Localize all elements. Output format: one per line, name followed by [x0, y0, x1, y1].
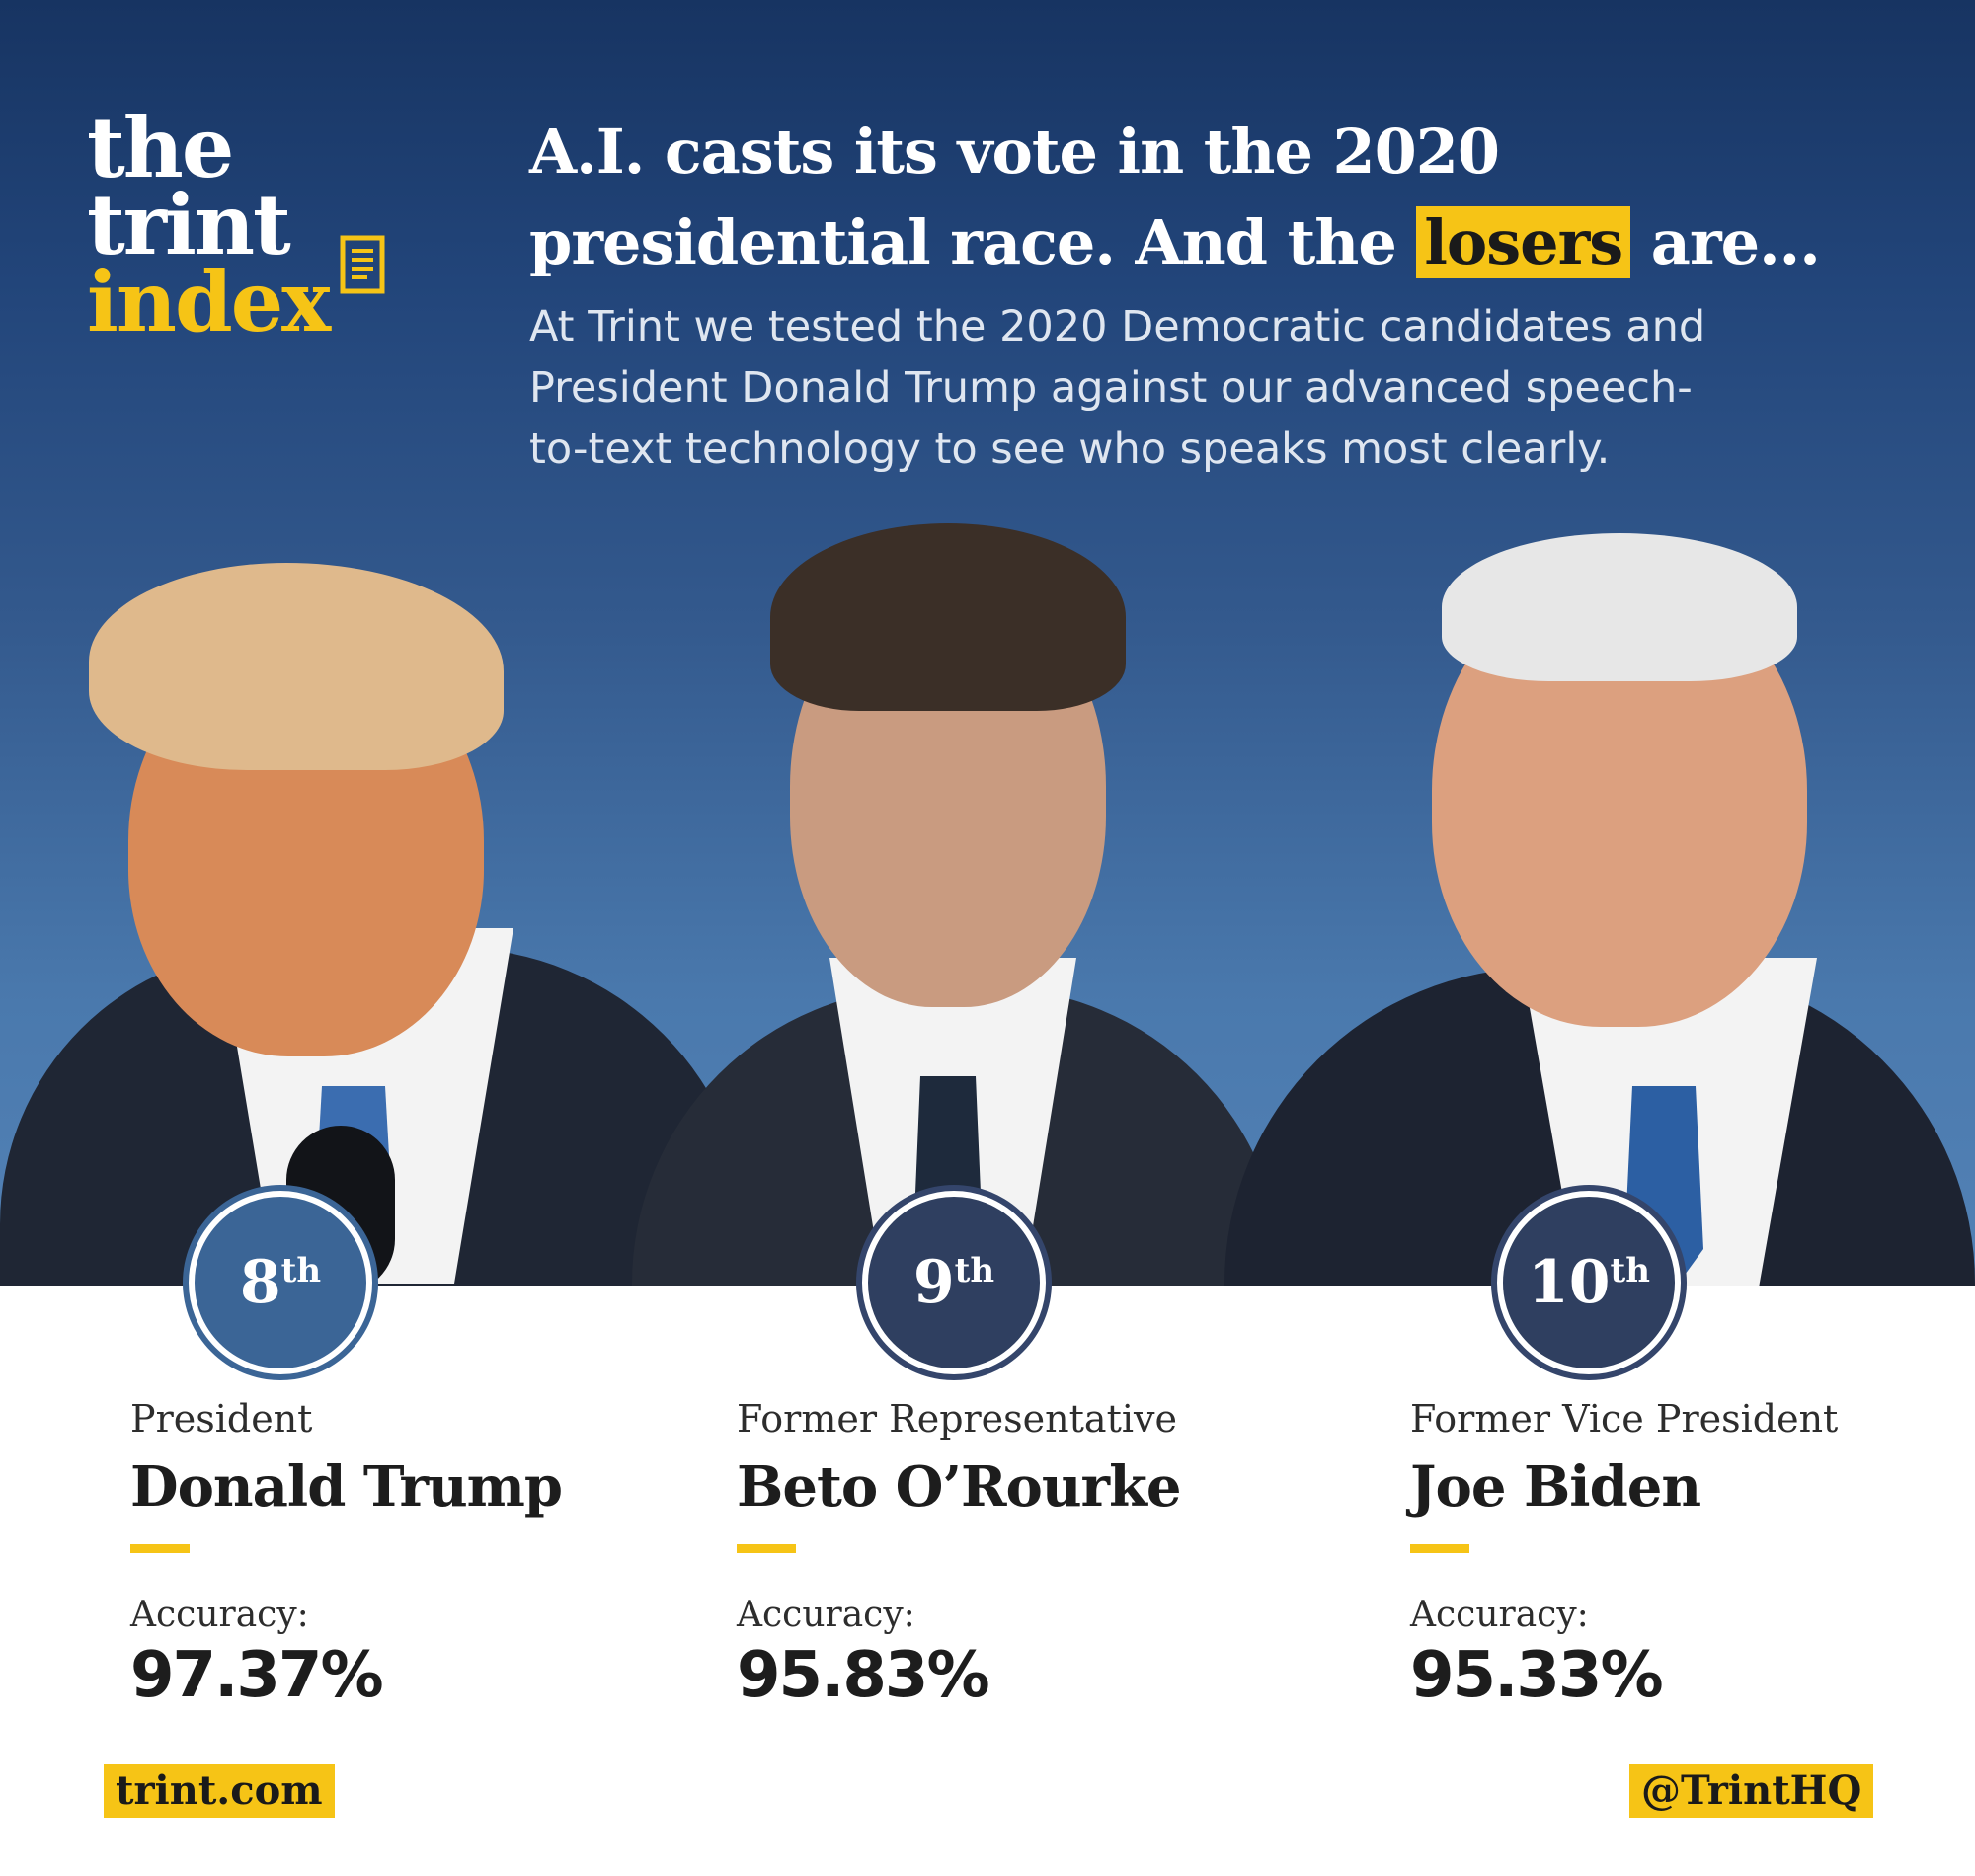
candidate-card-biden: Former Vice President Joe Biden Accuracy…	[1410, 1394, 1924, 1713]
intro-line-2: President Donald Trump against our advan…	[529, 363, 1693, 413]
rank-suffix: th	[280, 1251, 322, 1290]
intro-line-1: At Trint we tested the 2020 Democratic c…	[529, 302, 1706, 352]
rank-number: 8	[239, 1248, 281, 1317]
twitter-handle-link[interactable]: @TrintHQ	[1629, 1764, 1874, 1818]
candidate-name: Donald Trump	[130, 1454, 563, 1520]
headline-line-2-start: presidential race. And the	[529, 206, 1417, 278]
rank-suffix: th	[1610, 1251, 1650, 1290]
rank-suffix: th	[954, 1251, 995, 1290]
name-underline	[737, 1544, 796, 1553]
accuracy-label: Accuracy:	[1410, 1595, 1589, 1635]
logo-word-index: index	[87, 253, 331, 351]
headline-line-1: A.I. casts its vote in the 2020	[529, 116, 1500, 188]
rank-number: 10	[1528, 1248, 1611, 1317]
candidate-role: Former Representative	[737, 1397, 1177, 1441]
photo-beto-orourke	[592, 523, 1304, 1286]
photo-joe-biden	[1224, 533, 1975, 1286]
candidate-name: Beto O’Rourke	[737, 1454, 1182, 1520]
name-underline	[1410, 1544, 1469, 1553]
trint-index-logo: the trint index	[87, 107, 413, 363]
candidate-card-trump: President Donald Trump Accuracy: 97.37%	[130, 1394, 644, 1713]
candidate-role: Former Vice President	[1410, 1397, 1839, 1441]
accuracy-value: 95.83%	[737, 1639, 990, 1712]
candidate-name: Joe Biden	[1410, 1454, 1701, 1520]
accuracy-label: Accuracy:	[130, 1595, 309, 1635]
hero-banner: the trint index A.I. casts its vote in t…	[0, 0, 1975, 1286]
logo-word-the: the	[87, 99, 234, 196]
website-link[interactable]: trint.com	[104, 1764, 335, 1818]
rank-number: 9	[912, 1248, 955, 1317]
headline-line-2-end: are...	[1630, 206, 1821, 278]
intro-paragraph: At Trint we tested the 2020 Democratic c…	[529, 296, 1774, 480]
candidate-role: President	[130, 1397, 313, 1441]
candidate-card-orourke: Former Representative Beto O’Rourke Accu…	[737, 1394, 1250, 1713]
accuracy-value: 95.33%	[1410, 1639, 1664, 1712]
document-icon	[340, 235, 385, 294]
accuracy-label: Accuracy:	[737, 1595, 915, 1635]
headline-line-2: presidential race. And the losers are...	[529, 197, 1912, 288]
headline-highlight-losers: losers	[1416, 206, 1631, 278]
logo-word-trint: trint	[87, 176, 291, 274]
headline: A.I. casts its vote in the 2020 presiden…	[529, 107, 1912, 288]
intro-line-3: to-text technology to see who speaks mos…	[529, 425, 1611, 474]
name-underline	[130, 1544, 190, 1553]
accuracy-value: 97.37%	[130, 1639, 384, 1712]
